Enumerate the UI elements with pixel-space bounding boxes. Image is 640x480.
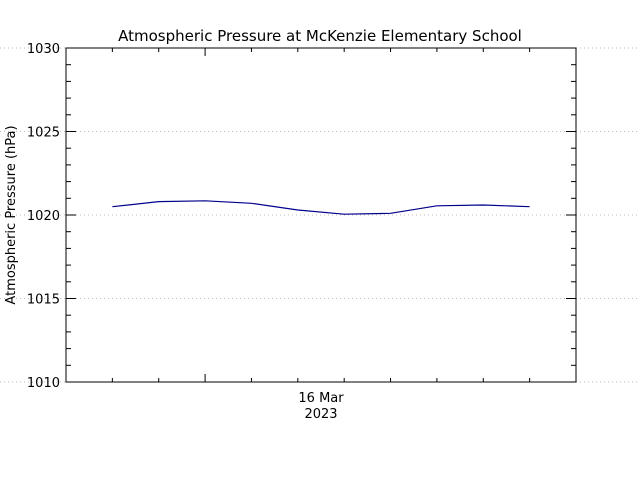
plot-frame xyxy=(65,47,577,383)
series-layer xyxy=(112,200,530,215)
grid-lines xyxy=(0,47,640,383)
y-tick-labels: 1010 1015 1020 1025 1030 xyxy=(27,42,60,391)
x-tick-label-year: 2023 xyxy=(304,407,337,422)
y-tick-label: 1015 xyxy=(27,293,60,308)
pressure-series-line xyxy=(112,200,530,215)
chart-title: Atmospheric Pressure at McKenzie Element… xyxy=(118,27,522,45)
x-tick-label-day: 16 Mar xyxy=(298,391,344,406)
y-tick-label: 1010 xyxy=(27,376,60,391)
y-tick-label: 1025 xyxy=(27,126,60,141)
y-axis-label: Atmospheric Pressure (hPa) xyxy=(4,125,19,304)
y-tick-label: 1030 xyxy=(27,42,60,57)
y-tick-label: 1020 xyxy=(27,209,60,224)
